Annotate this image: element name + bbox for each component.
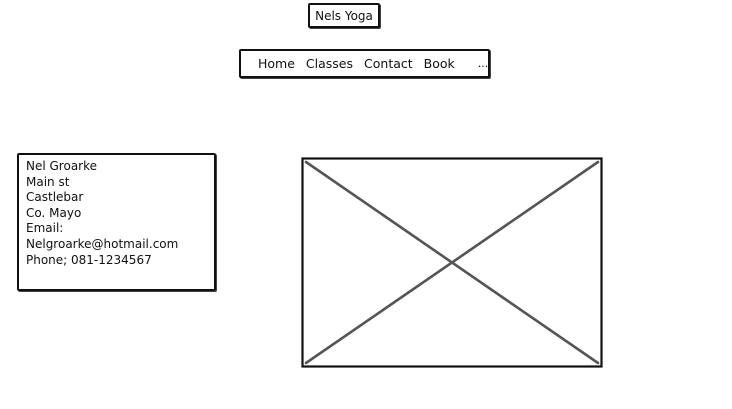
contact-name: Nel Groarke <box>26 159 98 173</box>
contact-email-label: Email: <box>26 221 64 236</box>
contact-town: Castlebar <box>26 190 84 205</box>
contact-county: Co. Mayo <box>26 205 82 220</box>
nav-item-classes[interactable]: Classes <box>305 56 354 71</box>
nav-item-home[interactable]: Home <box>258 56 295 71</box>
nav-item-book[interactable]: Book <box>423 56 455 71</box>
contact-phone: Phone; 081-1234567 <box>26 252 152 267</box>
contact-email[interactable]: Nelgroarke@hotmail.com <box>26 236 179 251</box>
site-logo-text: Nels Yoga <box>315 8 373 23</box>
contact-street: Main st <box>26 174 70 189</box>
nav-item-contact[interactable]: Contact <box>364 56 413 71</box>
site-logo[interactable]: Nels Yoga <box>308 3 380 28</box>
image-placeholder-icon <box>301 157 603 368</box>
main-nav: Home Classes Contact Book ... <box>239 49 490 78</box>
contact-card: Nel Groarke Main st Castlebar Co. Mayo E… <box>17 153 216 291</box>
nav-more-button[interactable]: ... <box>477 57 489 70</box>
image-placeholder-cross-b <box>304 160 600 365</box>
